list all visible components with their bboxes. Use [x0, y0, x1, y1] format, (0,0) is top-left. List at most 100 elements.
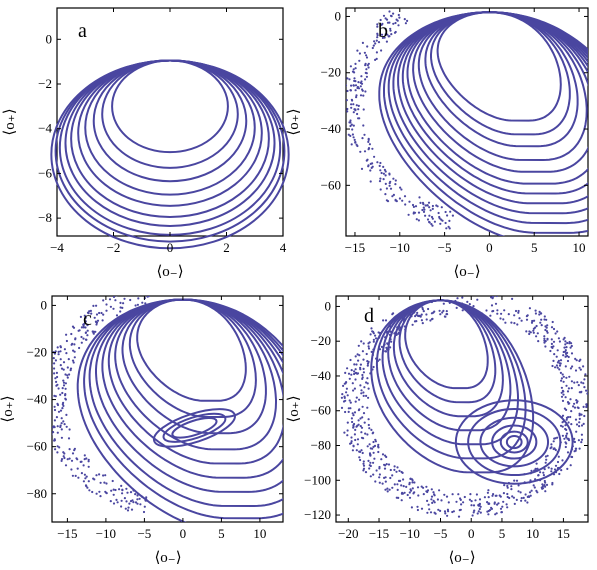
scatter-point — [445, 227, 448, 230]
scatter-point — [131, 499, 134, 502]
scatter-point — [381, 22, 384, 25]
scatter-point — [350, 373, 353, 376]
scatter-point — [65, 333, 68, 336]
scatter-point — [82, 326, 85, 329]
scatter-point — [434, 512, 437, 515]
scatter-point — [362, 124, 365, 127]
scatter-point — [374, 334, 377, 337]
scatter-point — [83, 473, 86, 476]
scatter-point — [54, 350, 57, 353]
scatter-point — [570, 448, 574, 451]
scatter-point — [416, 508, 419, 512]
scatter-point — [539, 312, 543, 315]
scatter-point — [528, 307, 532, 310]
scatter-point — [98, 473, 101, 476]
x-tick-label: −5 — [434, 526, 448, 541]
scatter-point — [570, 344, 573, 348]
scatter-point — [384, 27, 387, 30]
scatter-point — [343, 431, 346, 434]
scatter-point — [74, 474, 77, 477]
scatter-point — [341, 393, 344, 396]
scatter-point — [138, 497, 141, 500]
scatter-point — [561, 425, 564, 428]
scatter-point — [397, 24, 400, 27]
island-orbit — [479, 416, 550, 468]
scatter-point — [392, 12, 395, 15]
scatter-point — [478, 502, 481, 505]
scatter-point — [411, 323, 414, 326]
scatter-point — [62, 379, 65, 382]
scatter-point — [418, 196, 421, 199]
scatter-point — [371, 46, 374, 50]
orbit-curve — [424, 11, 579, 148]
scatter-point — [563, 407, 567, 410]
scatter-point — [568, 402, 571, 405]
scatter-point — [566, 437, 569, 440]
scatter-point — [413, 481, 416, 484]
scatter-point — [519, 491, 522, 494]
scatter-point — [530, 489, 533, 492]
scatter-point — [554, 366, 557, 369]
scatter-point — [349, 358, 352, 362]
scatter-point — [362, 108, 365, 111]
scatter-point — [553, 468, 557, 471]
scatter-point — [561, 373, 564, 376]
scatter-point — [534, 326, 537, 329]
orbit-curve — [111, 59, 229, 154]
scatter-point — [535, 489, 538, 492]
scatter-point — [561, 421, 564, 424]
scatter-point — [353, 372, 356, 376]
scatter-point — [393, 483, 396, 486]
scatter-point — [534, 309, 537, 312]
scatter-point — [114, 488, 117, 492]
scatter-point — [580, 433, 584, 436]
scatter-point — [375, 57, 378, 61]
scatter-point — [385, 40, 388, 43]
scatter-point — [510, 488, 513, 491]
scatter-point — [539, 479, 542, 482]
scatter-point — [424, 204, 427, 207]
scatter-point — [420, 507, 424, 510]
scatter-point — [112, 488, 115, 491]
scatter-point — [486, 510, 489, 513]
scatter-point — [125, 487, 128, 490]
scatter-point — [64, 464, 68, 467]
scatter-point — [381, 482, 384, 485]
x-tick-label: −10 — [390, 240, 410, 255]
scatter-point — [577, 384, 580, 387]
panel-c: −15 −10 −5 0 5 10 0 −20 −40 −60 −80 c ⟨o₋⟩ ⟨o₊⟩ — [0, 295, 284, 566]
scatter-point — [47, 427, 49, 429]
scatter-point — [52, 431, 55, 434]
scatter-point — [44, 385, 46, 387]
scatter-point — [367, 360, 370, 363]
scatter-point — [427, 503, 430, 506]
scatter-point — [535, 335, 538, 338]
scatter-point — [56, 375, 59, 379]
y-tick-label: −2 — [38, 76, 52, 91]
scatter-point — [99, 495, 102, 498]
scatter-point — [378, 331, 381, 335]
scatter-point — [400, 470, 403, 474]
scatter-point — [63, 423, 66, 426]
scatter-point — [372, 365, 375, 369]
orbit-curve — [397, 11, 588, 205]
scatter-point — [569, 464, 572, 467]
scatter-point — [383, 463, 386, 466]
scatter-point — [564, 427, 567, 431]
scatter-point — [425, 485, 428, 488]
scatter-point — [353, 363, 356, 366]
y-tick-label: −20 — [27, 345, 47, 360]
orbits-c — [44, 296, 283, 522]
y-tick-label: 0 — [325, 298, 332, 313]
scatter-point — [490, 507, 493, 510]
scatter-point — [441, 219, 444, 222]
scatter-point — [354, 84, 358, 87]
scatter-point — [352, 124, 355, 127]
scatter-point — [56, 445, 59, 448]
scatter-point — [366, 406, 369, 409]
scatter-point — [351, 412, 354, 415]
scatter-point — [529, 494, 532, 497]
scatter-point — [132, 501, 135, 504]
scatter-point — [346, 421, 349, 424]
scatter-point — [533, 319, 536, 322]
